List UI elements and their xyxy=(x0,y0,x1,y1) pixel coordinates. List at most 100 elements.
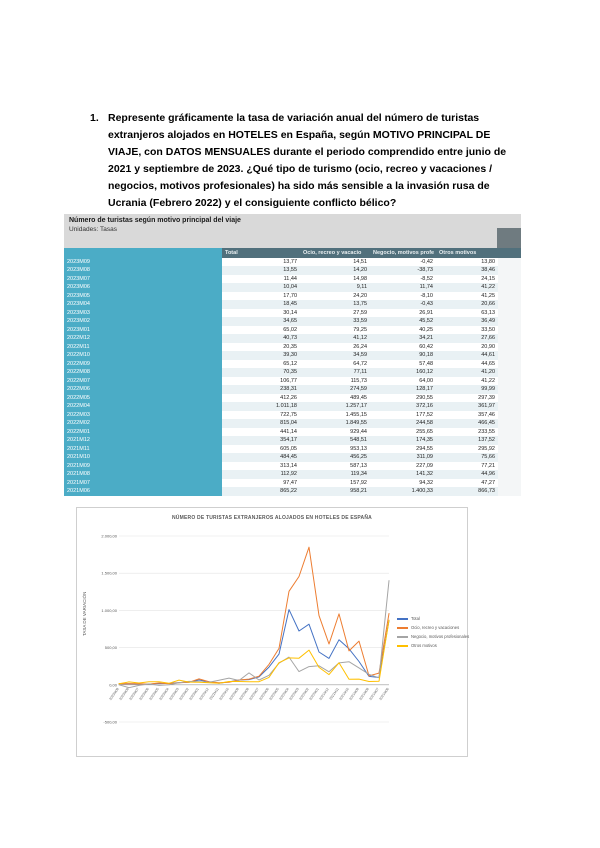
row-month: 2021M06 xyxy=(64,487,222,496)
cell-value: 64,72 xyxy=(300,359,370,369)
chart: NÚMERO DE TURISTAS EXTRANJEROS ALOJADOS … xyxy=(76,507,469,757)
x-tick-label: 2022M01 xyxy=(308,687,319,701)
cell-value: 174,35 xyxy=(370,436,436,445)
table-row: 2021M10 484,45 456,25 311,09 75,66 xyxy=(64,453,521,462)
cell-value: 63,13 xyxy=(436,308,498,318)
row-month: 2022M07 xyxy=(64,376,222,386)
cell-value: 11,74 xyxy=(370,283,436,292)
cell-value: 27,59 xyxy=(300,308,370,318)
table-row: 2023M03 30,14 27,59 26,91 63,13 xyxy=(64,308,521,318)
tourists-table: Número de turistas según motivo principa… xyxy=(64,214,521,496)
cell-extra xyxy=(498,427,521,437)
legend-label: Total xyxy=(411,616,420,621)
legend-item: Total xyxy=(397,616,469,621)
cell-value: 953,13 xyxy=(300,444,370,454)
cell-extra xyxy=(498,419,521,428)
data-table: Total Ocio, recreo y vacacio Negocio, moti… xyxy=(64,248,521,496)
y-tick-label: 1.500,00 xyxy=(101,571,117,576)
row-month: 2023M02 xyxy=(64,317,222,326)
table-row: 2022M12 40,73 41,12 34,21 27,66 xyxy=(64,334,521,343)
row-month: 2023M03 xyxy=(64,308,222,318)
legend-item: Otros motivos xyxy=(397,643,469,648)
cell-extra xyxy=(498,487,521,496)
cell-value: 128,17 xyxy=(370,385,436,394)
cell-value: 14,51 xyxy=(300,258,370,267)
cell-value: -8,52 xyxy=(370,274,436,284)
cell-extra xyxy=(498,274,521,284)
question-text: Represente gráficamente la tasa de varia… xyxy=(108,112,507,209)
table-row: 2021M06 865,22 958,21 1.400,33 866,73 xyxy=(64,487,521,496)
table-row: 2023M09 13,77 14,51 -0,42 13,80 xyxy=(64,258,521,267)
cell-value: 294,55 xyxy=(370,444,436,454)
cell-value: 1.011,18 xyxy=(222,402,300,411)
x-tick-label: 2021M06 xyxy=(378,687,389,701)
cell-value: 466,45 xyxy=(436,419,498,428)
legend-item: Negocio, motivos profesionales xyxy=(397,634,469,639)
cell-extra xyxy=(498,461,521,471)
cell-value: 865,22 xyxy=(222,487,300,496)
cell-extra xyxy=(498,376,521,386)
column-header-month xyxy=(64,248,222,258)
table-row: 2022M05 412,26 489,45 290,55 297,39 xyxy=(64,393,521,403)
cell-value: 75,66 xyxy=(436,453,498,462)
cell-value: 77,11 xyxy=(300,368,370,377)
x-tick-label: 2022M11 xyxy=(209,687,220,701)
x-tick-label: 2022M08 xyxy=(238,687,249,701)
cell-value: 13,80 xyxy=(436,258,498,267)
table-row: 2023M08 13,55 14,20 -38,73 38,46 xyxy=(64,266,521,275)
cell-value: 722,75 xyxy=(222,410,300,420)
cell-value: 238,31 xyxy=(222,385,300,394)
table-row: 2022M08 70,35 77,11 160,12 41,20 xyxy=(64,368,521,377)
chart-y-axis-label: TASA DE VARIACIÓN xyxy=(82,591,87,636)
cell-value: 548,51 xyxy=(300,436,370,445)
cell-value: 34,59 xyxy=(300,351,370,360)
legend-item: Ocio, recreo y vacaciones xyxy=(397,625,469,630)
cell-value: 41,22 xyxy=(436,376,498,386)
y-tick-label: 2.000,00 xyxy=(101,534,117,539)
cell-value: 10,04 xyxy=(222,283,300,292)
cell-value: 313,14 xyxy=(222,461,300,471)
row-month: 2023M05 xyxy=(64,291,222,301)
row-month: 2022M06 xyxy=(64,385,222,394)
cell-value: 587,13 xyxy=(300,461,370,471)
chart-plot: -500,00 0,00 500,00 1.000,00 1.500,00 2.000,0… xyxy=(101,534,389,725)
cell-extra xyxy=(498,470,521,479)
table-row: 2022M01 441,14 929,44 255,65 233,55 xyxy=(64,427,521,437)
x-tick-label: 2021M10 xyxy=(338,687,349,701)
cell-value: 227,09 xyxy=(370,461,436,471)
table-row: 2022M03 722,75 1.455,15 177,52 357,46 xyxy=(64,410,521,420)
legend-line-icon xyxy=(397,617,408,620)
row-month: 2023M09 xyxy=(64,258,222,267)
cell-value: 41,25 xyxy=(436,291,498,301)
cell-value: 27,66 xyxy=(436,334,498,343)
cell-value: 1.400,33 xyxy=(370,487,436,496)
table-row: 2023M07 11,44 14,98 -8,52 24,15 xyxy=(64,274,521,284)
cell-value: 233,55 xyxy=(436,427,498,437)
y-tick-label: 1.000,00 xyxy=(101,608,117,613)
cell-value: 77,21 xyxy=(436,461,498,471)
cell-value: 20,66 xyxy=(436,300,498,309)
row-month: 2022M02 xyxy=(64,419,222,428)
cell-value: 1.257,17 xyxy=(300,402,370,411)
cell-value: 958,21 xyxy=(300,487,370,496)
cell-extra xyxy=(498,359,521,369)
cell-value: 41,12 xyxy=(300,334,370,343)
cell-value: 157,92 xyxy=(300,478,370,488)
table-row: 2022M09 65,12 64,72 57,48 44,65 xyxy=(64,359,521,369)
cell-value: 97,47 xyxy=(222,478,300,488)
cell-extra xyxy=(498,266,521,275)
table-title-bar: Número de turistas según motivo principa… xyxy=(64,214,521,248)
table-row: 2021M11 605,05 953,13 294,55 295,92 xyxy=(64,444,521,454)
column-header: Ocio, recreo y vacacio xyxy=(300,248,370,258)
row-month: 2021M10 xyxy=(64,453,222,462)
cell-value: -8,10 xyxy=(370,291,436,301)
cell-value: 65,02 xyxy=(222,325,300,335)
x-tick-label: 2023M03 xyxy=(168,687,179,701)
cell-value: 456,25 xyxy=(300,453,370,462)
legend-line-icon xyxy=(397,626,408,629)
cell-value: 13,77 xyxy=(222,258,300,267)
cell-extra xyxy=(498,368,521,377)
x-tick-label: 2023M06 xyxy=(138,687,149,701)
x-tick-label: 2023M08 xyxy=(118,687,129,701)
